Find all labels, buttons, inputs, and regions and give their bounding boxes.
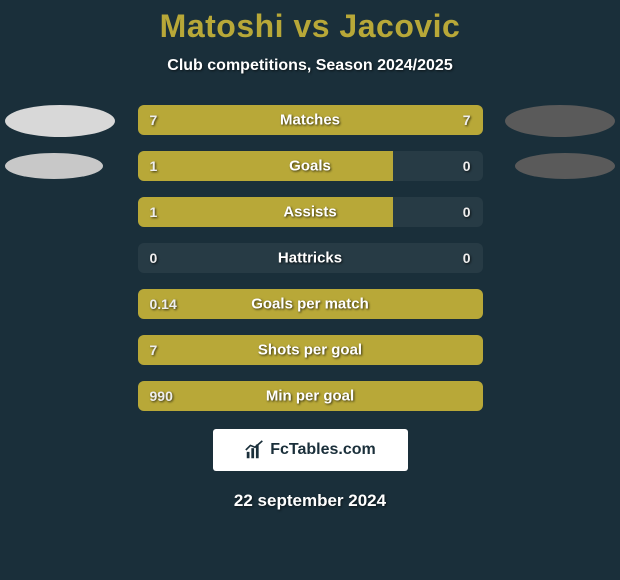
stat-label: Hattricks bbox=[278, 250, 342, 267]
player-left-silhouette-head bbox=[5, 105, 115, 137]
stat-value-right: 0 bbox=[463, 250, 471, 266]
stat-value-left: 1 bbox=[150, 204, 158, 220]
bar-half-left bbox=[138, 151, 311, 181]
stat-row: Hattricks 0 0 bbox=[138, 243, 483, 273]
stat-row: Assists 1 0 bbox=[138, 197, 483, 227]
stat-row: Goals 1 0 bbox=[138, 151, 483, 181]
stat-value-left: 7 bbox=[150, 112, 158, 128]
chart-icon bbox=[244, 439, 266, 461]
title: Matoshi vs Jacovic bbox=[0, 8, 620, 45]
main-container: Matoshi vs Jacovic Club competitions, Se… bbox=[0, 0, 620, 511]
stat-value-right: 0 bbox=[463, 158, 471, 174]
stat-label: Shots per goal bbox=[258, 342, 362, 359]
stat-row: Shots per goal 7 bbox=[138, 335, 483, 365]
stat-label: Goals per match bbox=[251, 296, 369, 313]
stat-value-left: 0.14 bbox=[150, 296, 177, 312]
stat-value-right: 0 bbox=[463, 204, 471, 220]
stat-label: Matches bbox=[280, 112, 340, 129]
date: 22 september 2024 bbox=[0, 491, 620, 511]
subtitle: Club competitions, Season 2024/2025 bbox=[0, 57, 620, 75]
stat-label: Goals bbox=[289, 158, 331, 175]
stat-label: Assists bbox=[283, 204, 336, 221]
stat-row: Goals per match 0.14 bbox=[138, 289, 483, 319]
player-right-silhouette-head bbox=[505, 105, 615, 137]
brand-text: FcTables.com bbox=[270, 441, 376, 459]
stat-row: Min per goal 990 bbox=[138, 381, 483, 411]
player-left-silhouette-body bbox=[5, 153, 103, 179]
stat-value-left: 0 bbox=[150, 250, 158, 266]
player-right-silhouette-body bbox=[515, 153, 615, 179]
bar-half-right bbox=[310, 151, 483, 181]
brand-logo[interactable]: FcTables.com bbox=[213, 429, 408, 471]
stat-rows: Matches77Goals10Assists10Hattricks00Goal… bbox=[138, 105, 483, 411]
stat-value-left: 1 bbox=[150, 158, 158, 174]
stat-value-left: 7 bbox=[150, 342, 158, 358]
stat-label: Min per goal bbox=[266, 388, 354, 405]
bar-fill-left bbox=[138, 151, 311, 181]
stat-row: Matches 7 7 bbox=[138, 105, 483, 135]
stats-wrapper: Matches77Goals10Assists10Hattricks00Goal… bbox=[0, 105, 620, 411]
stat-value-left: 990 bbox=[150, 388, 173, 404]
stat-value-right: 7 bbox=[463, 112, 471, 128]
